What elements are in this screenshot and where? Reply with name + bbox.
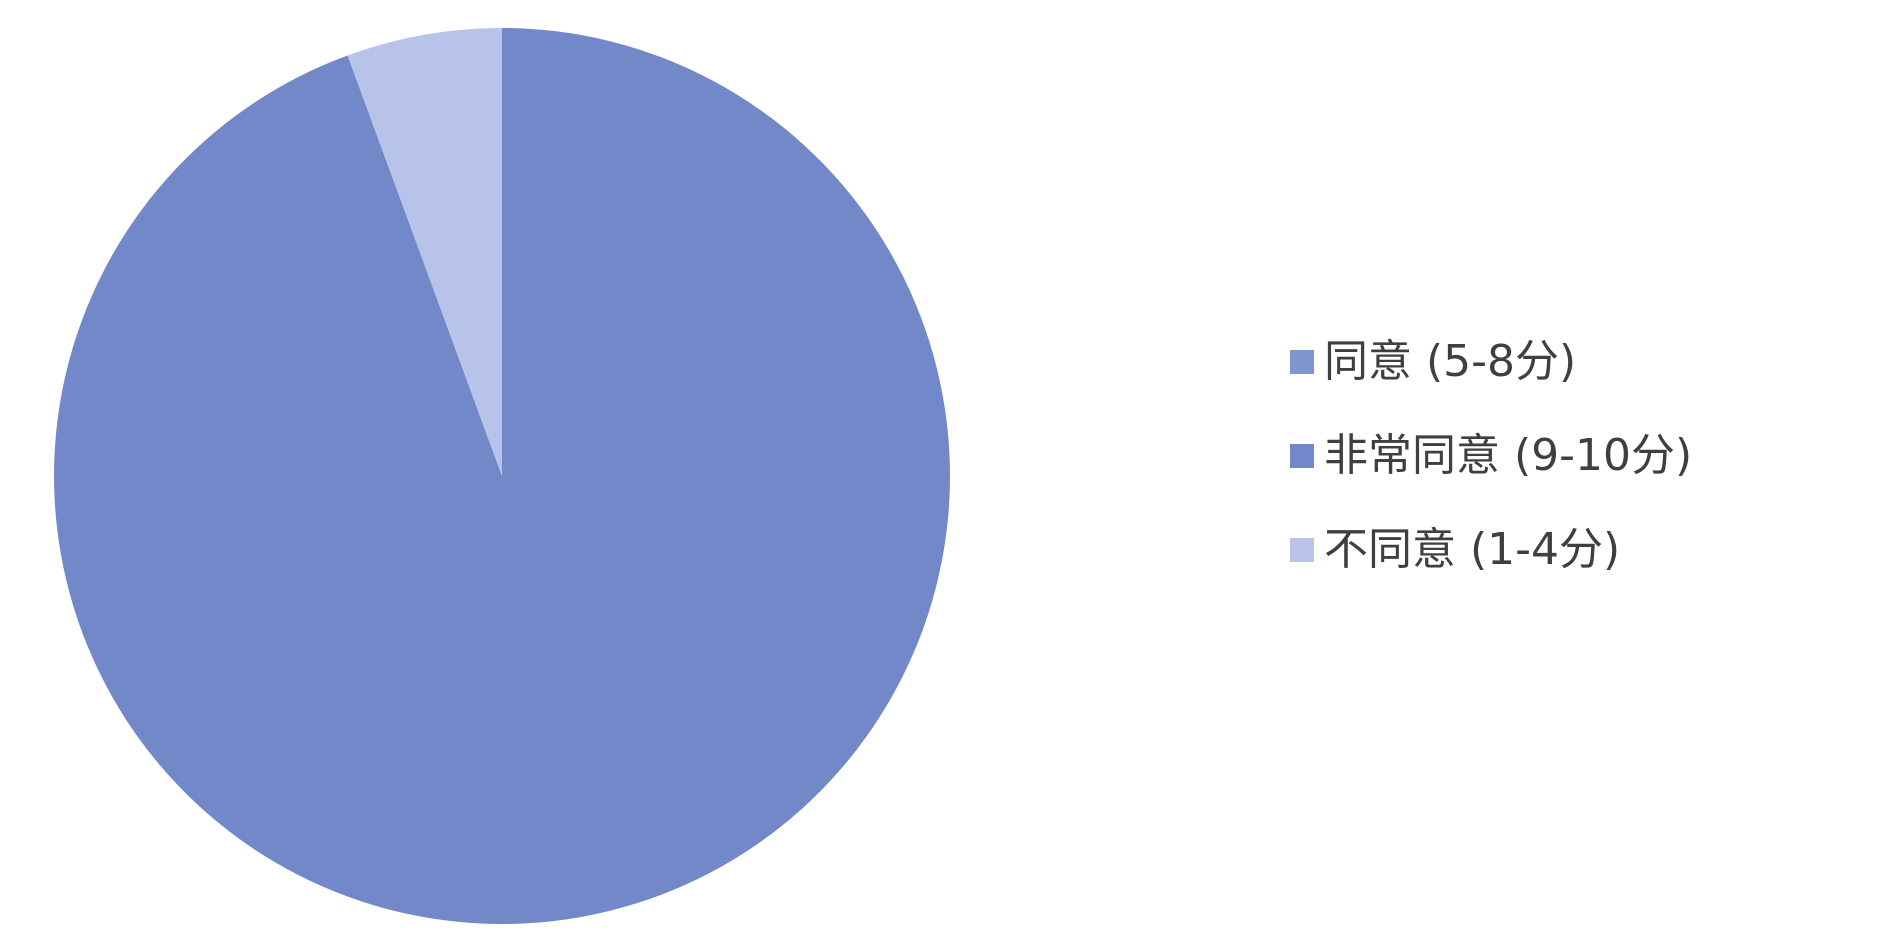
pie-slice-strongly-agree	[54, 28, 950, 924]
legend-swatch-agree	[1290, 350, 1314, 374]
legend-item-strongly-agree: 非常同意 (9-10分)	[1290, 426, 1692, 486]
pie-slices	[54, 28, 950, 924]
legend-label-disagree: 不同意 (1-4分)	[1324, 524, 1621, 575]
legend-label-strongly-agree: 非常同意 (9-10分)	[1324, 430, 1693, 481]
legend-item-disagree: 不同意 (1-4分)	[1290, 520, 1692, 580]
pie-slice-disagree	[347, 28, 502, 476]
chart-legend: 同意 (5-8分) 非常同意 (9-10分) 不同意 (1-4分)	[1290, 332, 1692, 580]
legend-swatch-disagree	[1290, 538, 1314, 562]
legend-label-agree: 同意 (5-8分)	[1324, 336, 1577, 387]
legend-item-agree: 同意 (5-8分)	[1290, 332, 1692, 392]
legend-swatch-strongly-agree	[1290, 444, 1314, 468]
